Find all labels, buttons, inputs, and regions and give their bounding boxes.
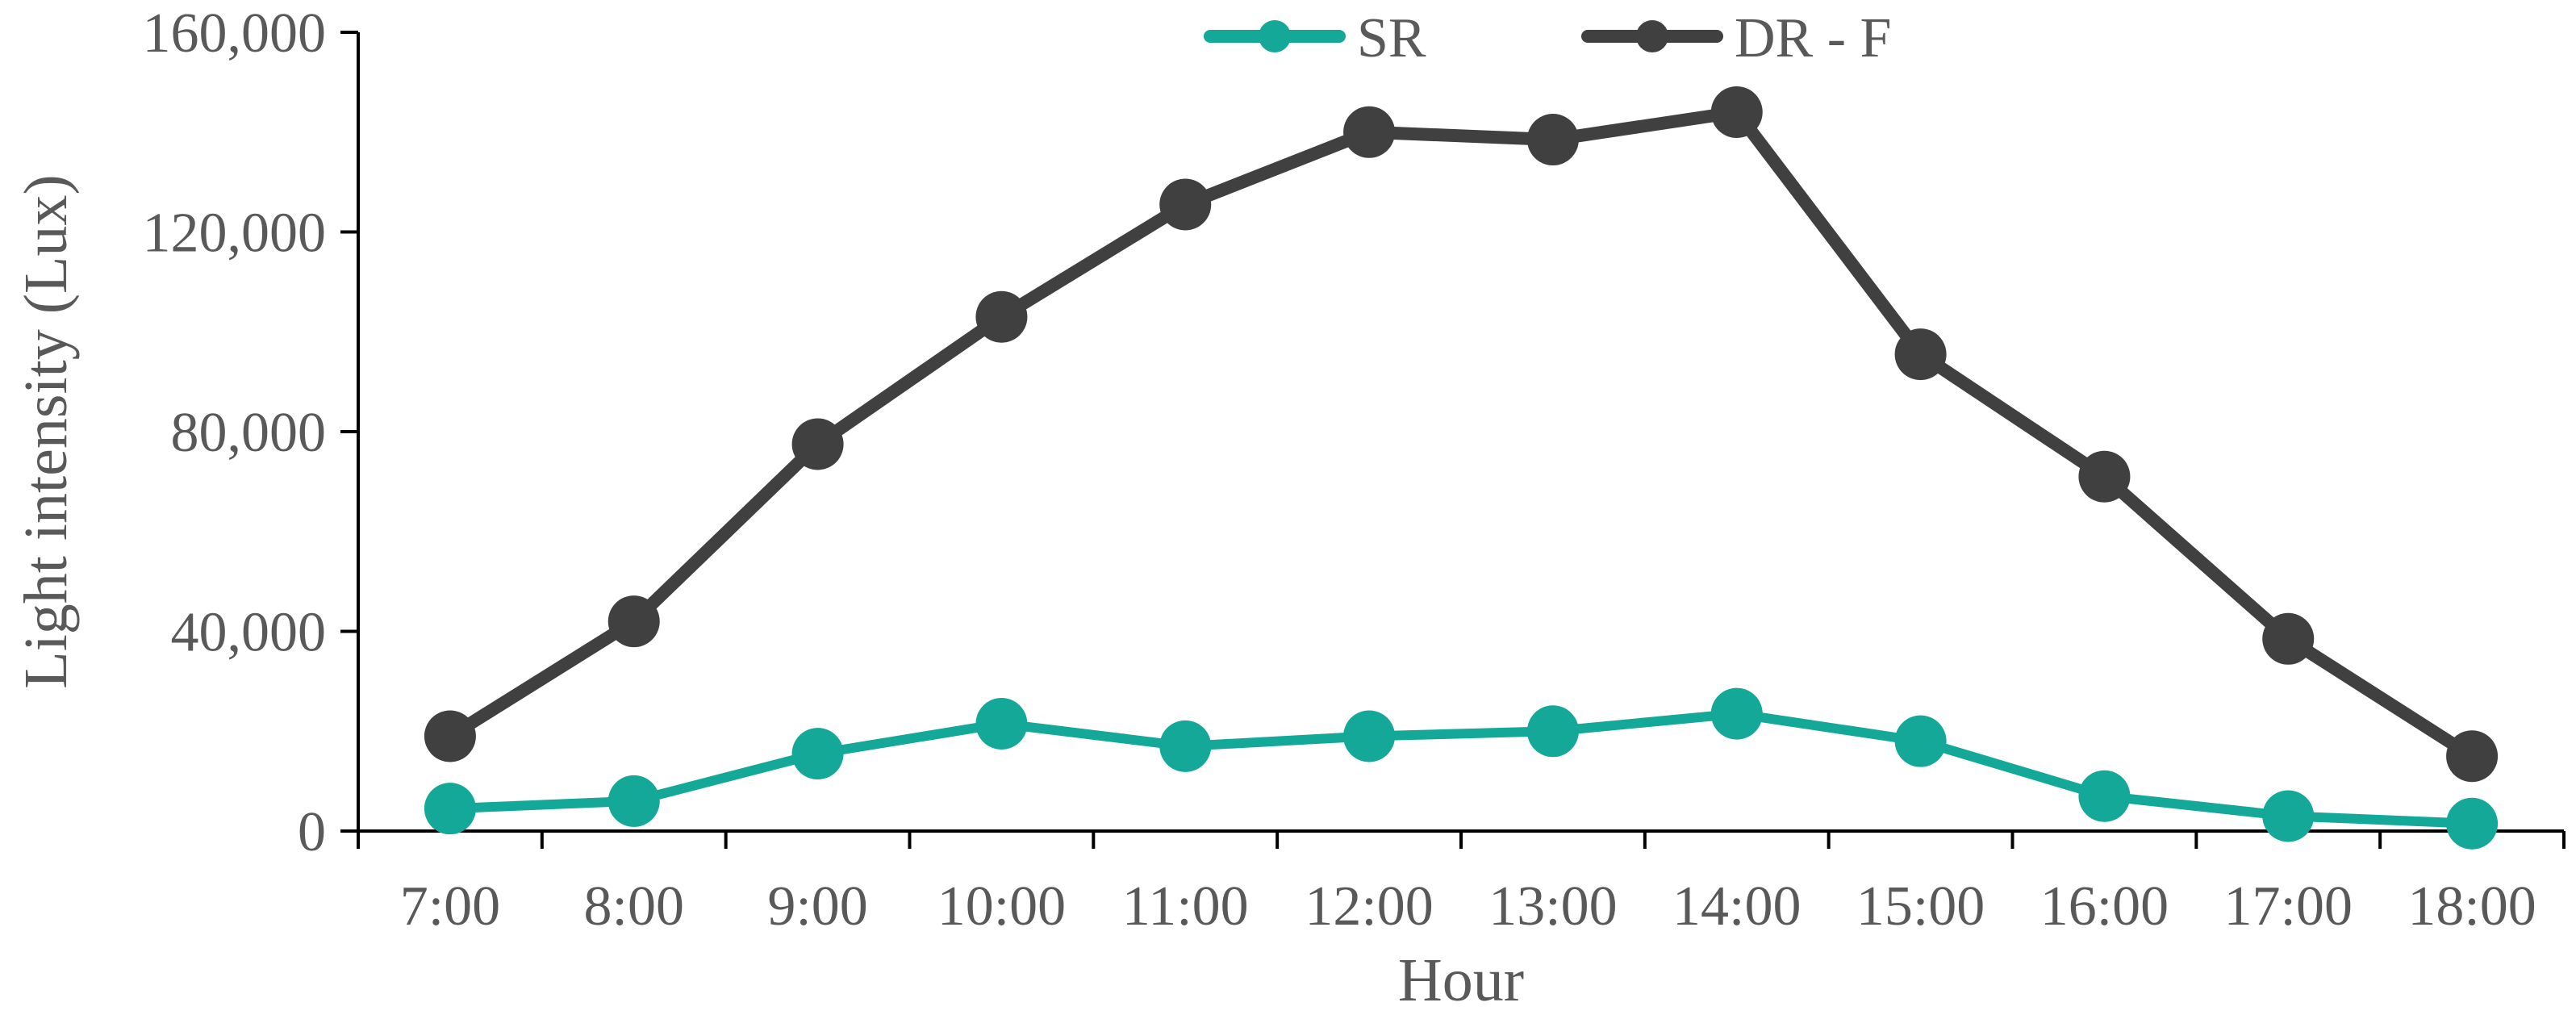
series-line-dr-f [446,106,2476,762]
x-tick-label: 8:00 [584,875,684,938]
data-point-dr-f [424,710,476,762]
legend-marker-dr-f [1636,20,1668,52]
legend-label-sr: SR [1357,7,1426,69]
legend-item-dr-f: DR - F [1581,7,1891,69]
legend-marker-sr [1259,20,1291,52]
data-point-sr [791,728,844,780]
x-tick-label: 16:00 [2040,875,2169,938]
data-point-dr-f [1159,178,1212,231]
x-tick-label: 12:00 [1305,875,1433,938]
x-tick-label: 9:00 [767,875,867,938]
data-point-sr [2078,770,2131,822]
x-tick-label: 18:00 [2407,875,2536,938]
y-tick-label: 0 [298,801,326,863]
x-tick-label: 11:00 [1122,875,1249,938]
data-point-dr-f [2078,450,2131,503]
x-tick-label: 14:00 [1672,875,1801,938]
data-point-dr-f [1526,114,1579,166]
data-point-sr [424,783,476,835]
data-point-dr-f [2446,730,2499,783]
legend: SR DR - F [1204,7,1891,69]
x-tick-label: 15:00 [1856,875,1985,938]
data-point-sr [1710,687,1763,740]
data-point-sr [1343,710,1396,762]
x-tick-label: 7:00 [400,875,500,938]
x-tick-label: 13:00 [1488,875,1617,938]
series-dr-f [424,86,2499,783]
data-point-sr [1159,720,1212,772]
y-axis-title: Light intensity (Lux) [12,174,80,688]
data-point-sr [607,775,660,827]
data-point-dr-f [791,418,844,470]
y-tick-label: 40,000 [171,602,327,664]
legend-label-dr-f: DR - F [1735,7,1891,69]
legend-item-sr: SR [1204,7,1426,69]
x-axis: 7:00 8:00 9:00 10:00 11:00 12:00 13:00 14:00 15:… [357,829,2566,938]
data-point-sr [2446,797,2499,850]
data-point-sr [2262,790,2315,842]
data-point-dr-f [607,595,660,648]
data-point-sr [1526,705,1579,758]
data-point-sr [1894,715,1947,767]
x-tick-label: 10:00 [937,875,1066,938]
y-tick-label: 160,000 [143,2,327,65]
series-sr [424,687,2499,850]
data-point-dr-f [1894,328,1947,381]
series-layer [424,86,2499,850]
series-line-sr [449,708,2473,829]
data-point-sr [975,697,1028,750]
x-axis-title: Hour [1398,946,1524,1014]
y-axis: 0 40,000 80,000 120,000 160,000 [143,2,360,863]
y-tick-label: 80,000 [171,402,327,464]
x-tick-label: 17:00 [2224,875,2353,938]
y-tick-label: 120,000 [143,203,327,265]
data-point-dr-f [2262,612,2315,665]
data-point-dr-f [975,290,1028,343]
data-point-dr-f [1343,106,1396,158]
data-point-dr-f [1710,86,1763,138]
